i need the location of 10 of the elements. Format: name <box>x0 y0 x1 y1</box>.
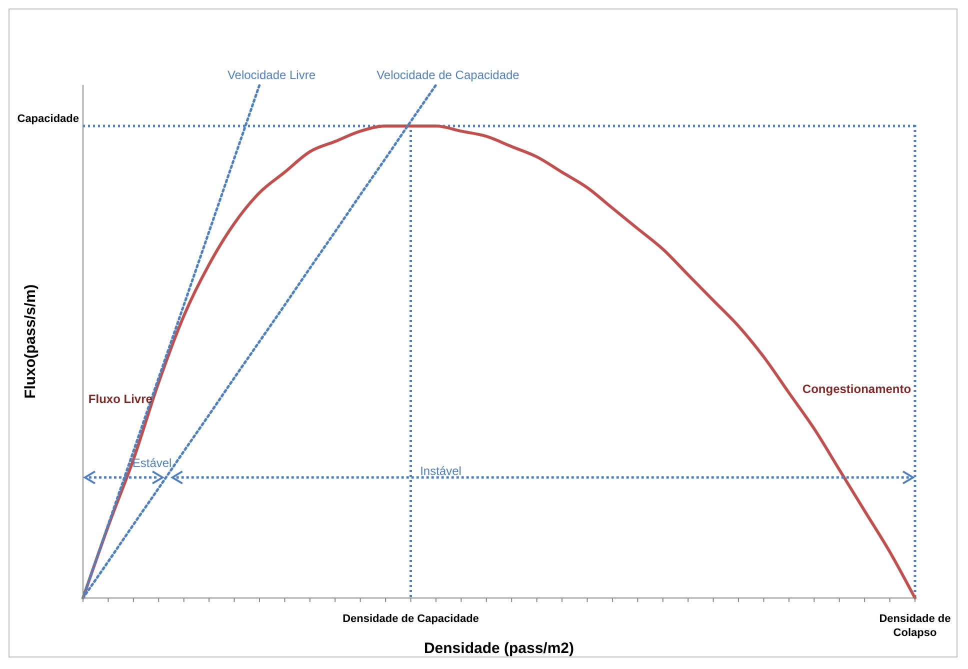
annotation: Estável <box>132 456 172 470</box>
series-label: Velocidade Livre <box>227 68 316 82</box>
y-axis-title: Fluxo(pass/s/m) <box>22 284 39 399</box>
annotation: Congestionamento <box>802 382 912 396</box>
annotation: Instável <box>420 464 462 478</box>
x-axis-title: Densidade (pass/m2) <box>424 640 574 657</box>
x-tick-label: Densidade de Colapso <box>879 613 951 639</box>
x-tick-label: Densidade de Capacidade <box>342 613 479 625</box>
ref-line-label: Capacidade <box>17 113 79 126</box>
series-label: Velocidade de Capacidade <box>376 68 520 82</box>
